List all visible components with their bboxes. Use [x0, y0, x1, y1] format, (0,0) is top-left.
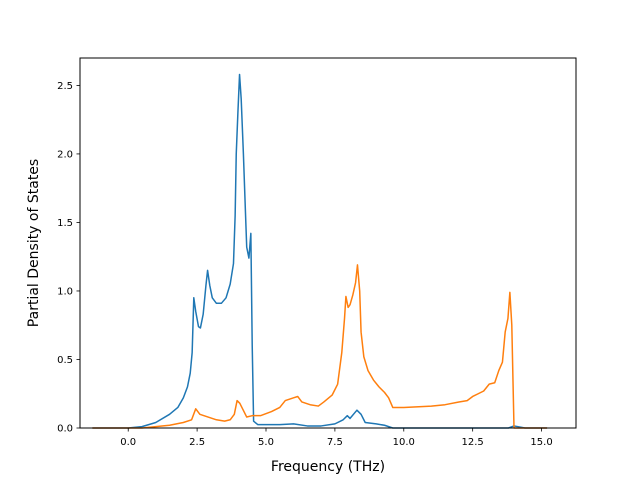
- y-tick-label: 1.5: [57, 218, 73, 229]
- y-tick-label: 0.0: [57, 424, 73, 435]
- x-axis: 0.0 2.5 5.0 7.5 10.0 12.5 15.0: [120, 428, 553, 448]
- y-tick-label: 0.5: [57, 355, 73, 366]
- x-axis-title: Frequency (THz): [271, 459, 385, 475]
- x-tick-label: 10.0: [393, 437, 415, 448]
- series-line-2: [92, 264, 548, 429]
- x-tick-label: 5.0: [258, 437, 274, 448]
- y-tick-label: 2.0: [57, 149, 73, 160]
- x-tick-label: 15.0: [530, 437, 552, 448]
- y-tick-label: 1.0: [57, 286, 73, 297]
- y-tick-label: 2.5: [57, 81, 73, 92]
- series-line-1: [92, 73, 548, 429]
- x-tick-label: 0.0: [120, 437, 136, 448]
- y-axis-title: Partial Density of States: [26, 159, 42, 327]
- plot-frame: [79, 57, 577, 429]
- series-layer: [92, 73, 548, 429]
- x-tick-label: 2.5: [189, 437, 205, 448]
- x-tick-label: 7.5: [327, 437, 343, 448]
- x-tick-label: 12.5: [462, 437, 484, 448]
- y-axis: 0.0 0.5 1.0 1.5 2.0 2.5: [57, 81, 80, 435]
